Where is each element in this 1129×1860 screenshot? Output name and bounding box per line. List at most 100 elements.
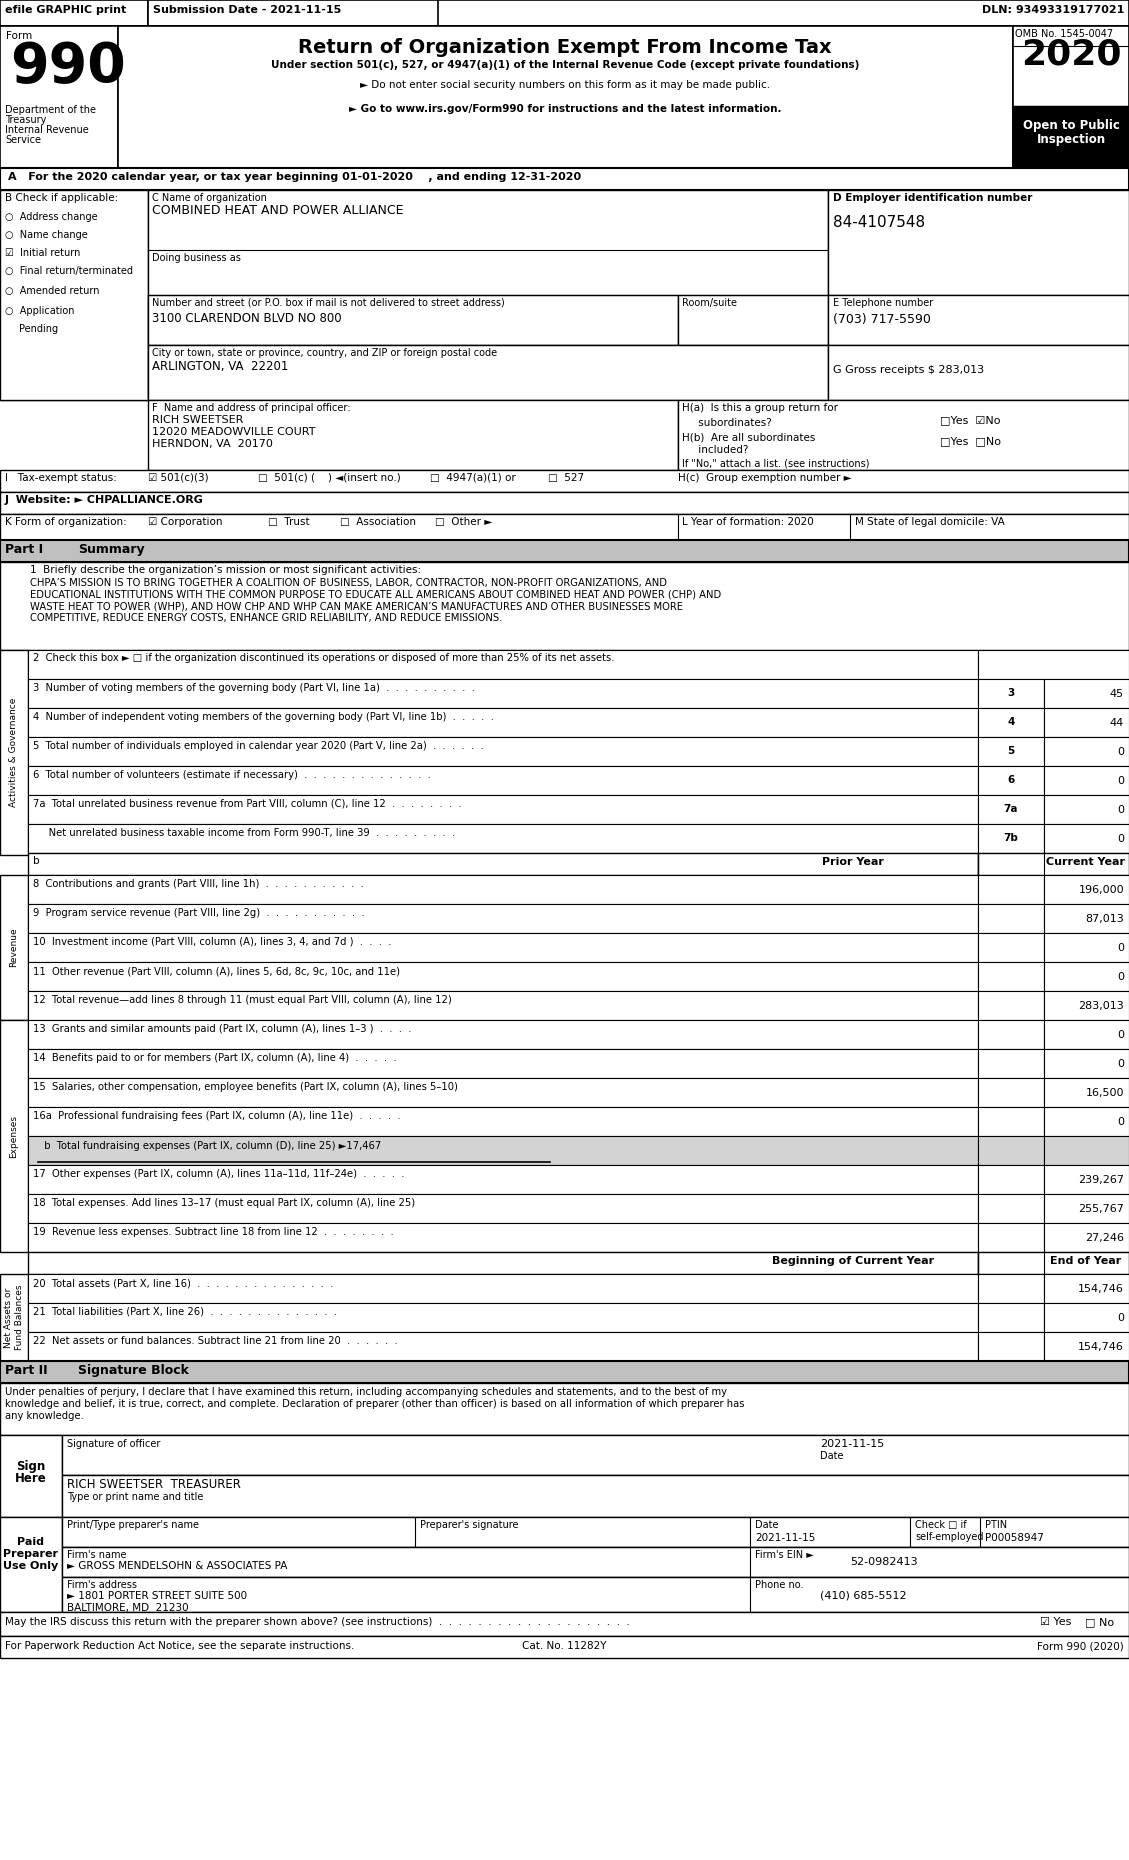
Text: Room/suite: Room/suite [682,298,737,309]
Bar [1044,1079,1129,1107]
Bar [1044,1304,1129,1332]
Bar [1044,709,1129,737]
Text: Sign: Sign [17,1460,45,1473]
Bar [28,679,978,709]
Text: Print/Type preparer's name: Print/Type preparer's name [67,1520,199,1531]
Text: ○  Name change: ○ Name change [5,231,88,240]
Bar [1044,737,1129,766]
Bar [0,190,148,400]
Bar [0,493,1129,513]
Bar [978,1194,1044,1224]
Text: 154,746: 154,746 [1078,1283,1124,1295]
Text: Open to Public: Open to Public [1023,119,1120,132]
Bar [28,991,978,1019]
Text: ☑ Yes: ☑ Yes [1040,1616,1071,1628]
Text: 2020: 2020 [1021,37,1121,73]
Text: G Gross receipts $ 283,013: G Gross receipts $ 283,013 [833,365,984,376]
Text: ► GROSS MENDELSOHN & ASSOCIATES PA: ► GROSS MENDELSOHN & ASSOCIATES PA [67,1561,288,1572]
Bar [0,874,28,1019]
Bar [978,709,1044,737]
Bar [828,190,1129,296]
Text: 12020 MEADOWVILLE COURT: 12020 MEADOWVILLE COURT [152,428,315,437]
Text: 52-0982413: 52-0982413 [850,1557,918,1566]
Text: ARLINGTON, VA  22201: ARLINGTON, VA 22201 [152,361,288,374]
Text: Under penalties of perjury, I declare that I have examined this return, includin: Under penalties of perjury, I declare th… [5,1388,727,1397]
Bar [978,1019,1044,1049]
Text: RICH SWEETSER: RICH SWEETSER [152,415,244,424]
Bar [1044,1107,1129,1136]
Text: Use Only: Use Only [3,1561,59,1572]
Bar [0,1019,28,1252]
Bar [28,1194,978,1224]
Text: Form 990 (2020): Form 990 (2020) [1038,1641,1124,1652]
Text: 18  Total expenses. Add lines 13–17 (must equal Part IX, column (A), line 25): 18 Total expenses. Add lines 13–17 (must… [33,1198,415,1207]
Text: ○  Amended return: ○ Amended return [5,286,99,296]
Text: 15  Salaries, other compensation, employee benefits (Part IX, column (A), lines : 15 Salaries, other compensation, employe… [33,1083,458,1092]
Text: 3100 CLARENDON BLVD NO 800: 3100 CLARENDON BLVD NO 800 [152,312,342,326]
Text: 4  Number of independent voting members of the governing body (Part VI, line 1b): 4 Number of independent voting members o… [33,712,493,722]
Bar [28,766,978,794]
Text: For Paperwork Reduction Act Notice, see the separate instructions.: For Paperwork Reduction Act Notice, see … [5,1641,355,1652]
Bar [978,794,1044,824]
Bar [0,513,1129,539]
Text: 2  Check this box ► □ if the organization discontinued its operations or dispose: 2 Check this box ► □ if the organization… [33,653,614,662]
Text: H(a)  Is this a group return for: H(a) Is this a group return for [682,404,838,413]
Text: 255,767: 255,767 [1078,1203,1124,1215]
Bar [0,0,148,26]
Text: Date: Date [820,1451,843,1460]
Text: Firm's address: Firm's address [67,1579,137,1590]
Bar [978,904,1044,934]
Text: OMB No. 1545-0047: OMB No. 1545-0047 [1015,30,1113,39]
Text: 5  Total number of individuals employed in calendar year 2020 (Part V, line 2a) : 5 Total number of individuals employed i… [33,740,483,751]
Text: 45: 45 [1110,688,1124,699]
Text: 21  Total liabilities (Part X, line 26)  .  .  .  .  .  .  .  .  .  .  .  .  .  : 21 Total liabilities (Part X, line 26) .… [33,1308,336,1317]
Text: 0: 0 [1117,833,1124,844]
Bar [978,1107,1044,1136]
Bar [1013,106,1129,167]
Text: D Employer identification number: D Employer identification number [833,193,1032,203]
Text: Number and street (or P.O. box if mail is not delivered to street address): Number and street (or P.O. box if mail i… [152,298,505,309]
Text: If "No," attach a list. (see instructions): If "No," attach a list. (see instruction… [682,458,869,469]
Text: □Yes  ☑No: □Yes ☑No [940,415,1000,424]
Bar [62,1577,1129,1613]
Text: K Form of organization:: K Form of organization: [5,517,126,526]
Bar [0,539,1129,562]
Bar [679,296,828,344]
Text: Part II: Part II [5,1363,47,1376]
Bar [1044,1224,1129,1252]
Text: Form: Form [6,32,33,41]
Text: 14  Benefits paid to or for members (Part IX, column (A), line 4)  .  .  .  .  .: 14 Benefits paid to or for members (Part… [33,1053,396,1064]
Bar [978,1136,1044,1164]
Text: I   Tax-exempt status:: I Tax-exempt status: [5,472,117,484]
Bar [0,167,1129,190]
Bar [1044,1332,1129,1362]
Text: ☑ 501(c)(3): ☑ 501(c)(3) [148,472,209,484]
Text: □  Other ►: □ Other ► [435,517,492,526]
Bar [0,649,28,856]
Text: Preparer's signature: Preparer's signature [420,1520,518,1531]
Text: P00058947: P00058947 [984,1533,1044,1544]
Text: 2021-11-15: 2021-11-15 [820,1440,884,1449]
Bar [1044,1194,1129,1224]
Text: 0: 0 [1117,1058,1124,1070]
Text: Phone no.: Phone no. [755,1579,804,1590]
Text: ► Go to www.irs.gov/Form990 for instructions and the latest information.: ► Go to www.irs.gov/Form990 for instruct… [349,104,781,113]
Text: knowledge and belief, it is true, correct, and complete. Declaration of preparer: knowledge and belief, it is true, correc… [5,1399,744,1410]
Text: 16,500: 16,500 [1085,1088,1124,1097]
Bar [978,737,1044,766]
Bar [0,190,1129,400]
Text: 0: 0 [1117,748,1124,757]
Text: any knowledge.: any knowledge. [5,1412,84,1421]
Bar [62,1436,1129,1475]
Text: □  4947(a)(1) or: □ 4947(a)(1) or [430,472,516,484]
Text: City or town, state or province, country, and ZIP or foreign postal code: City or town, state or province, country… [152,348,497,357]
Bar [1044,1049,1129,1079]
Text: 11  Other revenue (Part VIII, column (A), lines 5, 6d, 8c, 9c, 10c, and 11e): 11 Other revenue (Part VIII, column (A),… [33,965,400,976]
Text: 44: 44 [1110,718,1124,727]
Text: efile GRAPHIC print: efile GRAPHIC print [5,6,126,15]
Bar [978,766,1044,794]
Bar [978,1304,1044,1332]
Bar [1044,1019,1129,1049]
Bar [0,0,1129,26]
Text: ► 1801 PORTER STREET SUITE 500: ► 1801 PORTER STREET SUITE 500 [67,1590,247,1601]
